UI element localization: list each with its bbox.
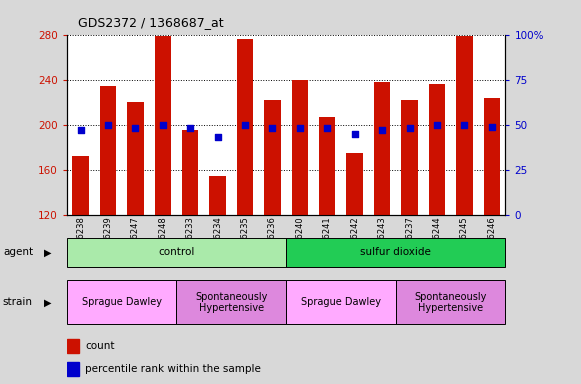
Bar — [100, 86, 116, 215]
Bar — [67, 280, 177, 324]
Text: count: count — [85, 341, 114, 351]
Bar — [209, 175, 226, 215]
Bar — [374, 82, 390, 215]
Point — [185, 125, 195, 131]
Point — [268, 125, 277, 131]
Bar — [67, 339, 79, 353]
Point — [158, 122, 167, 128]
Text: ▶: ▶ — [44, 247, 51, 258]
Bar — [264, 100, 281, 215]
Text: ▶: ▶ — [44, 297, 51, 308]
Bar — [286, 280, 396, 324]
Point — [378, 127, 387, 133]
Bar — [483, 98, 500, 215]
Point — [76, 127, 85, 133]
Text: Spontaneously
Hypertensive: Spontaneously Hypertensive — [195, 291, 267, 313]
Text: Sprague Dawley: Sprague Dawley — [301, 297, 381, 308]
Bar — [319, 117, 335, 215]
Point — [103, 122, 113, 128]
Point — [350, 131, 359, 137]
Text: Spontaneously
Hypertensive: Spontaneously Hypertensive — [414, 291, 487, 313]
Bar — [177, 280, 286, 324]
Bar — [396, 280, 505, 324]
Text: Sprague Dawley: Sprague Dawley — [82, 297, 162, 308]
Point — [405, 125, 414, 131]
Point — [213, 134, 223, 141]
Bar — [127, 102, 144, 215]
Point — [322, 125, 332, 131]
Point — [295, 125, 304, 131]
Bar — [401, 100, 418, 215]
Bar — [182, 131, 198, 215]
Text: sulfur dioxide: sulfur dioxide — [360, 247, 431, 258]
Text: control: control — [158, 247, 195, 258]
Point — [131, 125, 140, 131]
Bar — [346, 153, 363, 215]
Text: agent: agent — [3, 247, 33, 258]
Point — [460, 122, 469, 128]
Point — [241, 122, 250, 128]
Point — [487, 124, 496, 130]
Bar — [72, 156, 89, 215]
Bar — [237, 39, 253, 215]
Text: GDS2372 / 1368687_at: GDS2372 / 1368687_at — [78, 16, 224, 29]
Bar — [429, 84, 445, 215]
Point — [432, 122, 442, 128]
Bar — [67, 362, 79, 376]
Bar — [292, 80, 308, 215]
Text: strain: strain — [3, 297, 33, 308]
Bar — [67, 238, 286, 267]
Bar — [456, 36, 472, 215]
Text: percentile rank within the sample: percentile rank within the sample — [85, 364, 261, 374]
Bar — [286, 238, 505, 267]
Bar — [155, 36, 171, 215]
